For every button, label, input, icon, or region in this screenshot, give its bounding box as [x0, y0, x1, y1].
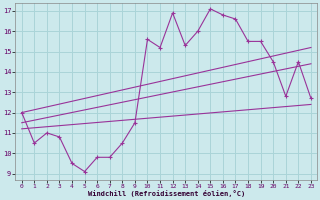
- X-axis label: Windchill (Refroidissement éolien,°C): Windchill (Refroidissement éolien,°C): [88, 190, 245, 197]
